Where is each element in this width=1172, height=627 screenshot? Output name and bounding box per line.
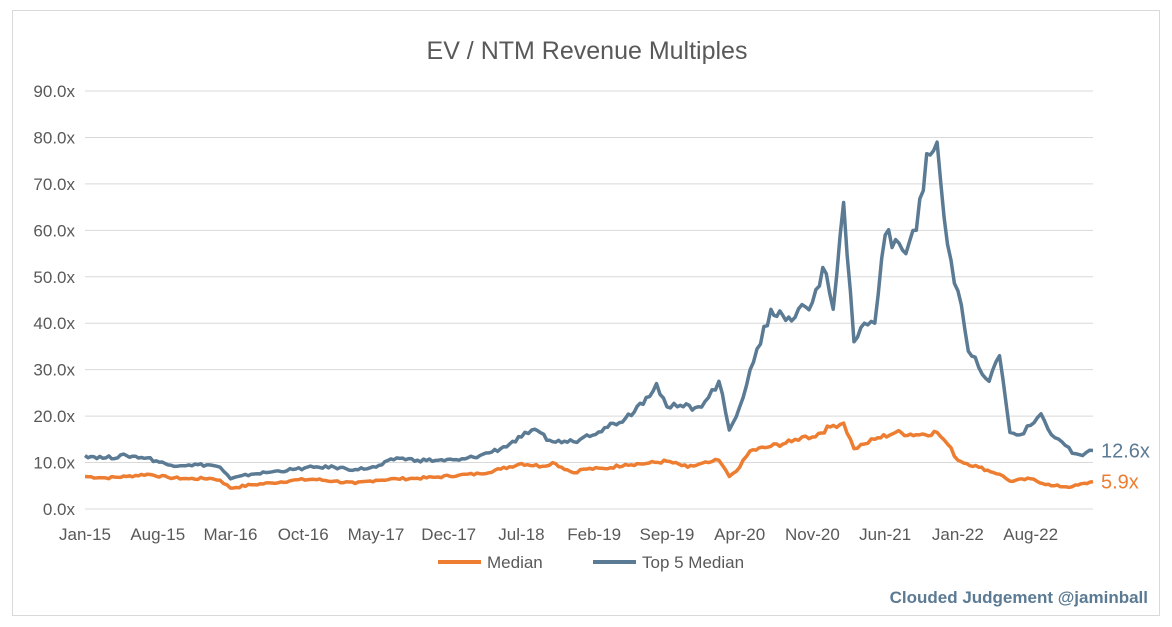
x-tick-label: Aug-22 (1003, 525, 1058, 544)
chart-frame: EV / NTM Revenue Multiples 0.0x 10.0x 20.0… (12, 10, 1160, 616)
y-tick-label: 0.0x (43, 500, 76, 519)
series-line (83, 140, 1094, 481)
x-tick-label: Aug-15 (130, 525, 185, 544)
y-tick-label: 60.0x (33, 221, 75, 240)
end-label: 5.9x (1101, 472, 1139, 494)
x-tick-label: Mar-16 (204, 525, 258, 544)
y-tick-label: 20.0x (33, 407, 75, 426)
x-tick-label: Jan-22 (932, 525, 984, 544)
series-layer (83, 140, 1094, 490)
legend: Median Top 5 Median (438, 553, 744, 572)
y-tick-label: 40.0x (33, 314, 75, 333)
y-tick-label: 90.0x (33, 82, 75, 101)
y-tick-label: 10.0x (33, 454, 75, 473)
series-line (84, 421, 1094, 490)
gridlines (85, 90, 1093, 510)
end-label: 12.6x (1101, 440, 1150, 462)
legend-label: Top 5 Median (642, 553, 744, 572)
x-axis: Jan-15 Aug-15 Mar-16 Oct-16 May-17 Dec-17 Jul-… (59, 525, 1058, 544)
credit-text: Clouded Judgement @jaminball (890, 588, 1148, 607)
x-tick-label: Jul-18 (498, 525, 544, 544)
chart-title: EV / NTM Revenue Multiples (427, 37, 748, 65)
x-tick-label: Feb-19 (567, 525, 621, 544)
line-chart: EV / NTM Revenue Multiples 0.0x 10.0x 20.0… (33, 37, 1150, 607)
x-tick-label: Apr-20 (714, 525, 765, 544)
y-tick-label: 30.0x (33, 361, 75, 380)
x-tick-label: Oct-16 (278, 525, 329, 544)
y-tick-label: 80.0x (33, 128, 75, 147)
legend-label: Median (487, 553, 543, 572)
x-tick-label: Dec-17 (421, 525, 476, 544)
x-tick-label: Jun-21 (859, 525, 911, 544)
y-tick-label: 50.0x (33, 268, 75, 287)
y-tick-label: 70.0x (33, 175, 75, 194)
y-axis: 0.0x 10.0x 20.0x 30.0x 40.0x 50.0x 60.0x 70.0x 8… (33, 82, 75, 519)
x-tick-label: Jan-15 (59, 525, 111, 544)
end-labels: 5.9x 12.6x (1101, 440, 1150, 493)
x-tick-label: May-17 (348, 525, 405, 544)
x-tick-label: Sep-19 (640, 525, 695, 544)
x-tick-label: Nov-20 (785, 525, 840, 544)
